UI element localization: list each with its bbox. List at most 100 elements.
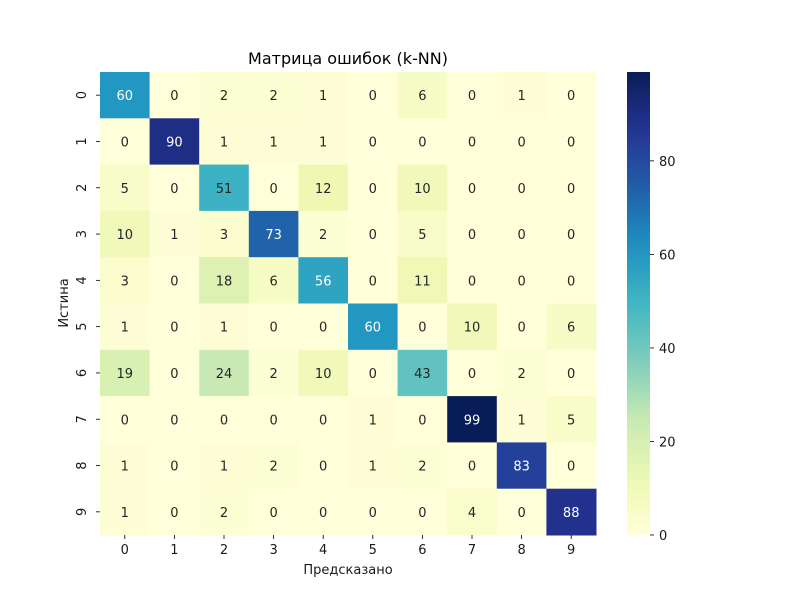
cell-value-label: 60 [117, 89, 134, 104]
cell-value-label: 0 [170, 506, 178, 521]
heatmap-cell [496, 488, 547, 536]
cell-value-label: 0 [567, 89, 575, 104]
heatmap-cell [298, 164, 349, 212]
cell-value-label: 0 [369, 228, 377, 243]
heatmap-cell [447, 210, 498, 258]
heatmap-cell [100, 488, 151, 536]
heatmap-cell [298, 72, 349, 119]
heatmap-cell [248, 257, 299, 304]
cell-value-label: 0 [269, 182, 277, 197]
cell-value-label: 0 [369, 182, 377, 197]
heatmap-cell [298, 488, 349, 536]
heatmap-cell [248, 303, 299, 351]
cell-value-label: 99 [464, 413, 481, 428]
heatmap-cell [298, 303, 349, 351]
heatmap-cell [447, 303, 498, 351]
heatmap-cell [447, 349, 498, 397]
heatmap-cell [348, 349, 399, 397]
heatmap-cell [100, 72, 151, 119]
x-tick-label: 3 [269, 543, 277, 558]
cell-value-label: 1 [121, 506, 129, 521]
heatmap-cell [248, 210, 299, 258]
cell-value-label: 0 [369, 367, 377, 382]
cell-value-label: 0 [567, 367, 575, 382]
cell-value-label: 90 [166, 135, 183, 150]
cell-value-label: 3 [220, 228, 228, 243]
cell-value-label: 0 [468, 367, 476, 382]
cell-value-label: 6 [269, 274, 277, 289]
cell-value-label: 0 [468, 89, 476, 104]
cell-value-label: 60 [365, 321, 382, 336]
x-tick-label: 2 [220, 543, 228, 558]
heatmap-cell [199, 349, 250, 397]
cell-value-label: 0 [468, 274, 476, 289]
heatmap-cell [397, 442, 448, 490]
cell-value-label: 19 [117, 367, 134, 382]
cell-value-label: 10 [414, 182, 431, 197]
heatmap-cell [348, 118, 399, 166]
cell-value-label: 0 [121, 135, 129, 150]
x-axis: 0 1 2 3 4 5 6 7 8 9 [121, 535, 575, 558]
cell-value-label: 0 [369, 506, 377, 521]
y-axis-title: Истина [57, 278, 72, 327]
cell-value-label: 0 [369, 89, 377, 104]
cell-value-label: 0 [269, 321, 277, 336]
heatmap-cell [546, 396, 597, 443]
y-tick-label: 4 [75, 276, 90, 284]
y-axis: 0 1 2 3 4 5 6 7 8 9 [75, 91, 100, 516]
heatmap-cell [100, 164, 151, 212]
heatmap-cell [100, 257, 151, 304]
cell-value-label: 0 [170, 274, 178, 289]
heatmap-cell [348, 72, 399, 119]
heatmap-cell [199, 257, 250, 304]
cell-value-label: 0 [517, 135, 525, 150]
heatmap-cell [397, 118, 448, 166]
heatmap-cells: 60 0 2 2 1 0 6 0 1 00 90 1 1 1 0 0 0 0 05 0 51 0 12 0 10 0 0 010 1 3 7… [100, 72, 597, 536]
cell-value-label: 1 [319, 135, 327, 150]
heatmap-cell [348, 210, 399, 258]
cell-value-label: 0 [567, 274, 575, 289]
y-tick-label: 3 [75, 230, 90, 238]
heatmap-cell [447, 488, 498, 536]
cell-value-label: 0 [319, 413, 327, 428]
cell-value-label: 0 [567, 135, 575, 150]
cell-value-label: 51 [216, 182, 233, 197]
cell-value-label: 0 [517, 228, 525, 243]
x-axis-title: Предсказано [303, 563, 392, 578]
y-tick-label: 6 [75, 369, 90, 377]
cell-value-label: 10 [315, 367, 332, 382]
cell-value-label: 0 [418, 321, 426, 336]
cell-value-label: 1 [517, 413, 525, 428]
cell-value-label: 0 [170, 367, 178, 382]
cell-value-label: 10 [464, 321, 481, 336]
heatmap-cell [149, 303, 200, 351]
cell-value-label: 11 [414, 274, 431, 289]
cell-value-label: 2 [418, 460, 426, 475]
colorbar-tick-label: 40 [659, 342, 676, 357]
chart-title: Матрица ошибок (k-NN) [248, 49, 448, 68]
heatmap-cell [199, 442, 250, 490]
cell-value-label: 6 [567, 321, 575, 336]
cell-value-label: 0 [319, 321, 327, 336]
cell-value-label: 0 [517, 321, 525, 336]
y-tick-label: 5 [75, 323, 90, 331]
heatmap-cell [100, 396, 151, 443]
cell-value-label: 0 [468, 182, 476, 197]
cell-value-label: 0 [170, 460, 178, 475]
cell-value-label: 0 [517, 274, 525, 289]
heatmap-cell [348, 488, 399, 536]
y-tick-label: 7 [75, 415, 90, 423]
heatmap-cell [397, 257, 448, 304]
colorbar [627, 72, 650, 535]
colorbar-tick-label: 20 [659, 435, 676, 450]
heatmap-cell [298, 396, 349, 443]
heatmap-cell [248, 396, 299, 443]
cell-value-label: 1 [220, 321, 228, 336]
cell-value-label: 0 [517, 506, 525, 521]
heatmap-cell [546, 303, 597, 351]
cell-value-label: 0 [170, 413, 178, 428]
cell-value-label: 0 [319, 460, 327, 475]
heatmap-cell [248, 349, 299, 397]
heatmap-cell [348, 257, 399, 304]
